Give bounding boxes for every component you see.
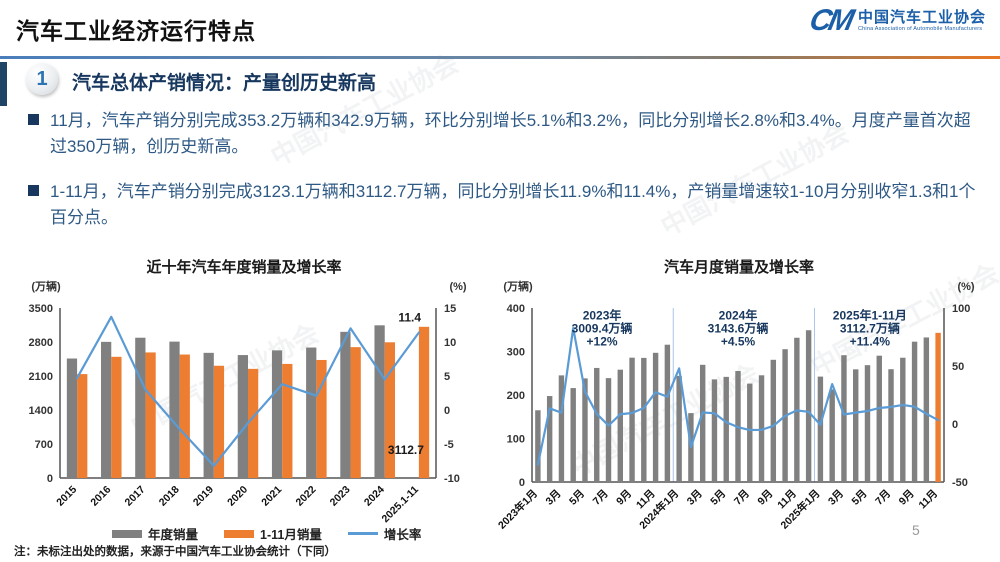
svg-text:300: 300 — [507, 347, 525, 359]
caam-logo: CM 中国汽车工业协会 China Association of Automob… — [806, 4, 986, 37]
legend-swatch-jan-nov — [224, 529, 255, 538]
svg-text:11月: 11月 — [916, 488, 940, 512]
svg-text:2023年1月: 2023年1月 — [495, 487, 540, 532]
bullet-list: 11月，汽车产销分别完成353.2万辆和342.9万辆，环比分别增长5.1%和3… — [28, 108, 986, 249]
logo-name-cn: 中国汽车工业协会 — [857, 8, 986, 26]
svg-text:7月: 7月 — [591, 488, 611, 508]
annual-chart-canvas: 3500 2800 2100 1400 700 0 15 10 5 0 -5 -10 (万辆) (%) 20… — [29, 279, 467, 525]
svg-text:1400: 1400 — [29, 405, 53, 417]
legend-swatch-annual — [112, 529, 142, 538]
svg-text:9月: 9月 — [897, 488, 917, 508]
bullet-item: 1-11月，汽车产销分别完成3123.1万辆和3112.7万辆，同比分别增长11… — [28, 179, 986, 232]
section-accent-bar — [0, 62, 7, 106]
svg-text:9月: 9月 — [755, 488, 775, 508]
svg-text:3月: 3月 — [544, 488, 564, 508]
svg-text:2020: 2020 — [225, 484, 250, 509]
page-title: 汽车工业经济运行特点 — [16, 18, 256, 44]
svg-text:2019: 2019 — [191, 484, 216, 509]
monthly-sales-chart: 汽车月度销量及增长率 400 300 200 100 0 100 50 0 -50 (万辆) (%)… — [486, 256, 992, 532]
bullet-text: 11月，汽车产销分别完成353.2万辆和342.9万辆，环比分别增长5.1%和3… — [50, 111, 971, 157]
svg-text:-50: -50 — [952, 477, 968, 489]
svg-text:3月: 3月 — [685, 488, 705, 508]
header-divider — [0, 56, 1000, 59]
svg-text:3500: 3500 — [29, 303, 53, 315]
chart-title: 汽车月度销量及增长率 — [663, 259, 814, 276]
svg-text:2022: 2022 — [293, 484, 318, 509]
legend-item: 年度销量 — [112, 524, 198, 543]
svg-text:7月: 7月 — [873, 488, 893, 508]
svg-text:400: 400 — [507, 303, 525, 315]
bullet-item: 11月，汽车产销分别完成353.2万辆和342.9万辆，环比分别增长5.1%和3… — [28, 108, 986, 161]
svg-text:0: 0 — [444, 405, 450, 417]
svg-text:2018: 2018 — [157, 484, 182, 509]
svg-text:7月: 7月 — [732, 488, 752, 508]
footnote: 注：未标注出处的数据，来源于中国汽车工业协会统计（下同） — [14, 546, 336, 558]
svg-text:2100: 2100 — [29, 371, 53, 383]
svg-text:3112.7: 3112.7 — [388, 443, 424, 457]
svg-text:2016: 2016 — [88, 484, 113, 509]
bullet-square-icon — [28, 184, 39, 196]
svg-text:2800: 2800 — [29, 337, 53, 349]
legend-item: 1-11月销量 — [224, 524, 322, 543]
svg-text:10: 10 — [444, 337, 456, 349]
legend-label: 1-11月销量 — [260, 528, 322, 542]
svg-text:15: 15 — [444, 303, 456, 315]
svg-text:(%): (%) — [449, 281, 466, 293]
svg-text:200: 200 — [507, 390, 525, 402]
page-number: 5 — [912, 522, 920, 538]
svg-text:2025.1-11: 2025.1-11 — [380, 484, 422, 526]
svg-text:-5: -5 — [444, 439, 454, 451]
svg-text:(万辆): (万辆) — [31, 279, 61, 293]
chart-legend: 年度销量 1-11月销量 增长率 — [112, 524, 421, 543]
svg-text:2015: 2015 — [54, 484, 79, 509]
svg-text:700: 700 — [35, 439, 53, 451]
svg-text:-10: -10 — [444, 473, 460, 485]
svg-text:9月: 9月 — [614, 488, 634, 508]
svg-text:100: 100 — [952, 303, 970, 315]
bullet-square-icon — [28, 114, 39, 125]
logo-cm-icon: CM — [806, 4, 855, 37]
svg-text:2024: 2024 — [362, 484, 387, 509]
svg-text:50: 50 — [952, 361, 964, 373]
legend-label: 增长率 — [383, 528, 422, 542]
logo-name-en: China Association of Automobile Manufact… — [857, 26, 983, 33]
svg-text:0: 0 — [47, 473, 53, 485]
svg-text:0: 0 — [519, 477, 525, 489]
chart-title: 近十年汽车年度销量及增长率 — [146, 259, 342, 276]
svg-text:11.4: 11.4 — [398, 310, 421, 324]
svg-text:(万辆): (万辆) — [503, 279, 533, 293]
svg-text:5月: 5月 — [850, 488, 870, 508]
svg-text:2017: 2017 — [123, 484, 148, 509]
annual-sales-chart: 近十年汽车年度销量及增长率 3500 2800 2100 1400 700 0 15 10 5 0… — [8, 256, 480, 525]
svg-text:100: 100 — [507, 434, 525, 446]
svg-text:5: 5 — [444, 371, 450, 383]
legend-item: 增长率 — [347, 524, 422, 543]
bullet-text: 1-11月，汽车产销分别完成3123.1万辆和3112.7万辆，同比分别增长11… — [50, 181, 976, 228]
svg-text:0: 0 — [952, 419, 958, 431]
svg-text:2021: 2021 — [259, 484, 284, 509]
svg-text:5月: 5月 — [708, 488, 728, 508]
section-title: 汽车总体产销情况：产量创历史新高 — [72, 73, 377, 94]
svg-text:5月: 5月 — [567, 488, 587, 508]
legend-label: 年度销量 — [148, 528, 199, 542]
legend-swatch-growth-line — [347, 532, 378, 535]
section-number-badge: 1 — [26, 63, 58, 95]
svg-text:2023: 2023 — [328, 484, 353, 509]
svg-text:3月: 3月 — [826, 488, 846, 508]
svg-text:(%): (%) — [957, 281, 974, 293]
